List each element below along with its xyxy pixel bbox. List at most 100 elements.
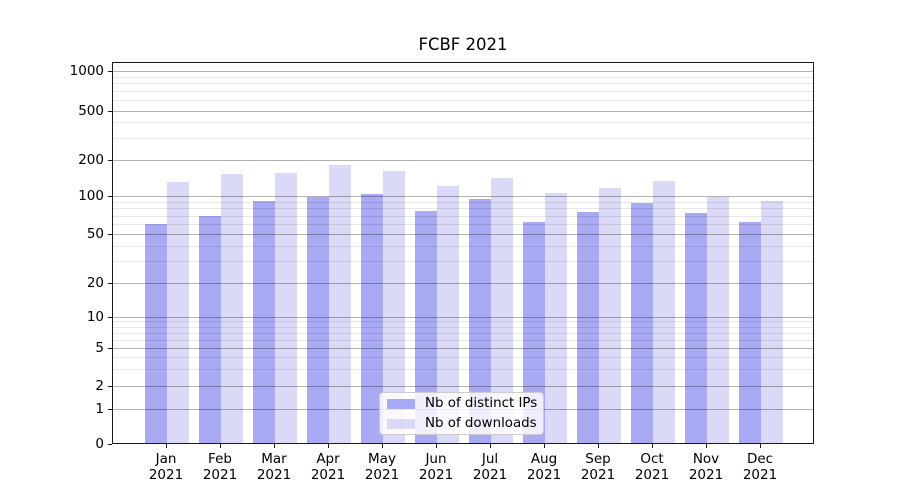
minor-gridline xyxy=(113,76,813,78)
x-tick-year: 2021 xyxy=(202,467,238,483)
x-tick-mark xyxy=(652,444,653,448)
y-tick-mark xyxy=(108,283,112,284)
x-tick-year: 2021 xyxy=(418,467,454,483)
x-tick-label: Aug 2021 xyxy=(517,451,571,483)
y-tick-mark xyxy=(108,386,112,387)
major-gridline xyxy=(113,386,813,387)
x-tick-mark xyxy=(760,444,761,448)
minor-gridline xyxy=(113,202,813,204)
x-tick-mark xyxy=(382,444,383,448)
x-tick-year: 2021 xyxy=(634,467,670,483)
x-tick-label: Oct 2021 xyxy=(625,451,679,483)
y-tick-mark xyxy=(108,409,112,410)
x-tick-mark xyxy=(220,444,221,448)
major-gridline xyxy=(113,348,813,349)
bar-downloads-feb xyxy=(221,173,243,443)
bar-distinct-ips-dec xyxy=(739,222,761,443)
y-tick-label: 50 xyxy=(86,226,104,242)
major-gridline xyxy=(113,283,813,284)
x-tick-mark xyxy=(166,444,167,448)
bar-distinct-ips-jul xyxy=(469,198,491,443)
bar-downloads-apr xyxy=(329,164,351,443)
x-tick-mark xyxy=(544,444,545,448)
bar-downloads-oct xyxy=(653,181,675,443)
x-tick-month: Jul xyxy=(481,451,499,467)
legend-item-downloads: Nb of downloads xyxy=(380,414,543,434)
bar-distinct-ips-may xyxy=(361,193,383,443)
major-gridline xyxy=(113,70,813,72)
bar-downloads-may xyxy=(383,170,405,443)
x-tick-label: Nov 2021 xyxy=(679,451,733,483)
y-tick-mark xyxy=(108,196,112,197)
x-tick-label: Apr 2021 xyxy=(301,451,355,483)
x-tick-month: Aug xyxy=(530,451,558,467)
x-tick-month: Nov xyxy=(692,451,720,467)
y-tick-mark xyxy=(108,317,112,318)
bar-distinct-ips-sep xyxy=(577,211,599,443)
major-gridline xyxy=(113,316,813,318)
legend: Nb of distinct IPs Nb of downloads xyxy=(379,392,544,435)
bar-downloads-nov xyxy=(707,196,729,443)
x-tick-month: Apr xyxy=(316,451,340,467)
x-tick-year: 2021 xyxy=(256,467,292,483)
bar-distinct-ips-jan xyxy=(145,224,167,443)
bar-distinct-ips-jun xyxy=(415,211,437,443)
x-tick-year: 2021 xyxy=(688,467,724,483)
legend-label-distinct-ips: Nb of distinct IPs xyxy=(425,396,538,411)
minor-gridline xyxy=(113,369,813,371)
y-tick-label: 500 xyxy=(78,102,104,119)
minor-gridline xyxy=(113,326,813,328)
x-tick-month: Sep xyxy=(585,451,611,467)
y-tick-mark xyxy=(108,444,112,445)
bar-downloads-dec xyxy=(761,200,783,443)
y-tick-mark xyxy=(108,160,112,161)
x-tick-month: Feb xyxy=(208,451,232,467)
bar-distinct-ips-aug xyxy=(523,222,545,443)
x-tick-label: Jul 2021 xyxy=(463,451,517,483)
x-tick-label: Dec 2021 xyxy=(733,451,787,483)
x-tick-mark xyxy=(274,444,275,448)
x-tick-year: 2021 xyxy=(526,467,562,483)
x-tick-label: Feb 2021 xyxy=(193,451,247,483)
x-tick-month: Mar xyxy=(261,451,287,467)
x-tick-year: 2021 xyxy=(742,467,778,483)
major-gridline xyxy=(113,110,813,112)
minor-gridline xyxy=(113,122,813,124)
x-tick-label: Sep 2021 xyxy=(571,451,625,483)
minor-gridline xyxy=(113,83,813,85)
minor-gridline xyxy=(113,215,813,217)
y-tick-label: 10 xyxy=(86,308,104,325)
bar-distinct-ips-feb xyxy=(199,216,221,443)
bar-distinct-ips-oct xyxy=(631,203,653,443)
major-gridline xyxy=(113,159,813,161)
minor-gridline xyxy=(113,332,813,334)
minor-gridline xyxy=(113,137,813,139)
y-tick-mark xyxy=(108,348,112,349)
bar-distinct-ips-mar xyxy=(253,201,275,443)
bar-downloads-aug xyxy=(545,192,567,443)
legend-swatch-distinct-ips-icon xyxy=(387,399,415,409)
x-tick-month: Jan xyxy=(155,451,177,467)
plot-area xyxy=(112,62,814,444)
legend-item-distinct-ips: Nb of distinct IPs xyxy=(380,394,543,414)
x-tick-label: Jun 2021 xyxy=(409,451,463,483)
bar-downloads-mar xyxy=(275,173,297,443)
x-tick-label: Mar 2021 xyxy=(247,451,301,483)
x-tick-mark xyxy=(328,444,329,448)
x-tick-mark xyxy=(598,444,599,448)
y-tick-label: 100 xyxy=(78,188,104,205)
chart-title: FCBF 2021 xyxy=(418,35,508,54)
y-tick-label: 2 xyxy=(95,378,104,394)
y-tick-mark xyxy=(108,71,112,72)
x-tick-mark xyxy=(436,444,437,448)
bar-distinct-ips-apr xyxy=(307,197,329,443)
bar-downloads-jan xyxy=(167,181,189,443)
minor-gridline xyxy=(113,321,813,323)
y-tick-label: 200 xyxy=(78,151,104,168)
minor-gridline xyxy=(113,208,813,210)
x-tick-year: 2021 xyxy=(364,467,400,483)
minor-gridline xyxy=(113,261,813,263)
y-tick-label: 5 xyxy=(95,340,104,356)
x-tick-label: Jan 2021 xyxy=(139,451,193,483)
legend-swatch-downloads-icon xyxy=(387,419,415,429)
